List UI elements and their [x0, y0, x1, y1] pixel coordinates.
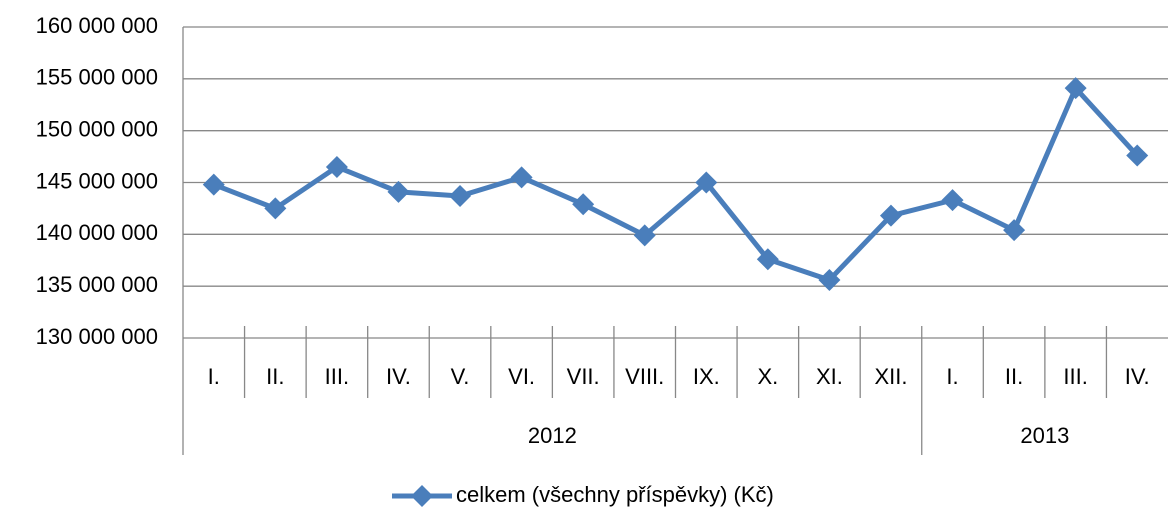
- legend-label: celkem (všechny příspěvky) (Kč): [456, 482, 774, 507]
- data-point: [387, 180, 410, 203]
- series-line: [212, 85, 1140, 283]
- data-point: [1003, 219, 1026, 242]
- x-tick-label: IV.: [386, 364, 411, 389]
- group-label: 2013: [1020, 423, 1069, 448]
- x-tick-label: XI.: [816, 364, 843, 389]
- x-tick-label: I.: [946, 364, 958, 389]
- y-tick-label: 155 000 000: [36, 65, 158, 90]
- data-point: [264, 197, 287, 220]
- x-tick-label: V.: [451, 364, 470, 389]
- data-point: [510, 166, 533, 189]
- data-point: [818, 268, 841, 291]
- x-tick-label: I.: [208, 364, 220, 389]
- legend-marker: [411, 485, 433, 507]
- data-point: [879, 204, 902, 227]
- x-tick-label: II.: [1005, 364, 1023, 389]
- y-tick-label: 135 000 000: [36, 272, 158, 297]
- group-label: 2012: [528, 423, 577, 448]
- x-tick-label: VIII.: [625, 364, 664, 389]
- x-tick-label: VII.: [567, 364, 600, 389]
- x-tick-label: X.: [757, 364, 778, 389]
- data-point: [572, 193, 595, 216]
- x-tick-label: XII.: [874, 364, 907, 389]
- data-point: [325, 155, 348, 178]
- data-point: [633, 224, 656, 247]
- x-tick-label: II.: [266, 364, 284, 389]
- y-tick-label: 150 000 000: [36, 116, 158, 141]
- y-tick-label: 160 000 000: [36, 13, 158, 38]
- data-point: [1126, 144, 1149, 167]
- x-tick-label: III.: [1063, 364, 1087, 389]
- x-tick-label: IX.: [693, 364, 720, 389]
- y-tick-label: 140 000 000: [36, 220, 158, 245]
- x-tick-label: III.: [325, 364, 349, 389]
- y-tick-label: 145 000 000: [36, 168, 158, 193]
- x-tick-label: VI.: [508, 364, 535, 389]
- y-tick-label: 130 000 000: [36, 324, 158, 349]
- data-point: [941, 189, 964, 212]
- x-tick-label: IV.: [1125, 364, 1150, 389]
- data-point: [449, 184, 472, 207]
- data-point: [695, 171, 718, 194]
- data-point: [202, 173, 225, 196]
- data-point: [756, 248, 779, 271]
- data-point: [1064, 77, 1087, 100]
